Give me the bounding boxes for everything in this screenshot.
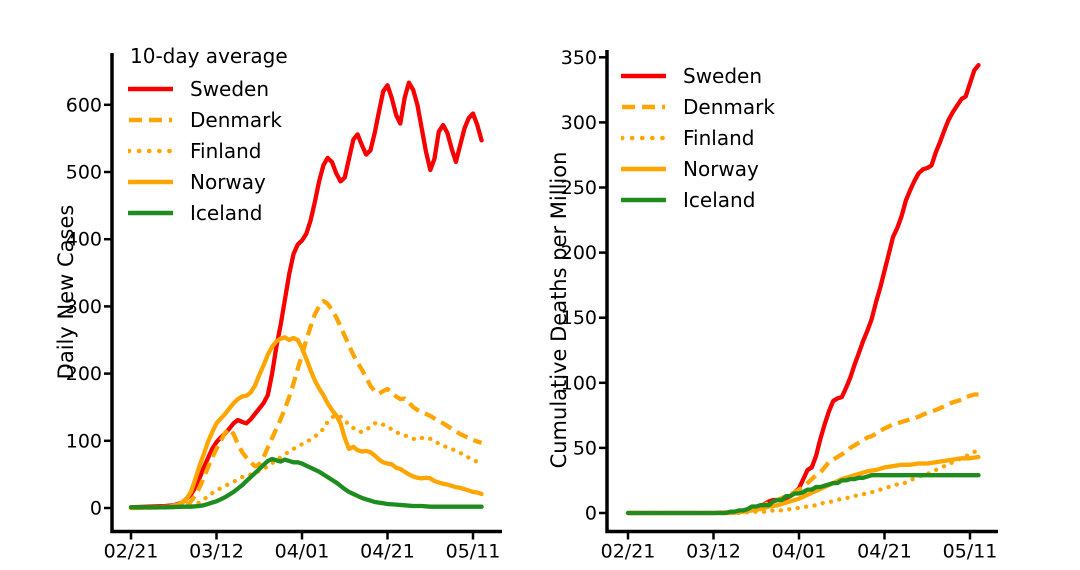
legend-swatch-solid: [621, 197, 666, 202]
legend-swatch-solid: [621, 73, 666, 78]
series-line-sweden: [128, 80, 484, 510]
legend-label: Iceland: [683, 187, 756, 212]
legend-item-norway: Norway: [128, 166, 288, 197]
legend-swatch-dotted: [621, 135, 666, 140]
x-tick-label: 04/01: [772, 541, 827, 563]
legend-title: 10-day average: [130, 44, 288, 68]
legend-label: Sweden: [190, 76, 270, 101]
x-tick-label: 03/12: [686, 541, 741, 563]
x-tick-label: 04/21: [857, 541, 912, 563]
y-tick-label: 400: [66, 229, 102, 251]
y-tick-label: 100: [66, 430, 102, 452]
series-line-finland: [625, 448, 981, 516]
legend-item-sweden: Sweden: [621, 60, 775, 91]
left-y-axis-title: Daily New Cases: [54, 204, 78, 380]
legend-swatch-solid: [128, 179, 173, 184]
legend-label: Finland: [190, 138, 262, 163]
legend-label: Norway: [683, 156, 759, 181]
legend-item-sweden: Sweden: [128, 73, 288, 104]
series-line-norway: [128, 335, 484, 511]
series-line-denmark: [130, 298, 483, 511]
y-tick-label: 350: [561, 47, 597, 69]
y-tick-label: 100: [561, 372, 597, 394]
legend-swatch-dashed: [622, 104, 665, 109]
y-tick-label: 0: [585, 503, 597, 525]
legend-swatch-dotted: [128, 148, 173, 153]
right-legend: Sweden Denmark Finland Norway Iceland: [621, 60, 775, 215]
y-tick-label: 150: [561, 307, 597, 329]
axes-spine: [605, 50, 998, 534]
legend-label: Norway: [190, 169, 266, 194]
legend-label: Iceland: [190, 200, 263, 225]
series-line-norway: [625, 454, 981, 516]
series-line-iceland: [128, 456, 484, 510]
y-tick-label: 0: [90, 498, 102, 520]
legend-label: Sweden: [683, 63, 763, 88]
x-tick-label: 02/21: [601, 541, 656, 563]
legend-item-iceland: Iceland: [128, 197, 288, 228]
series-line-finland: [128, 413, 484, 511]
legend-swatch-dashed: [129, 117, 172, 122]
legend-swatch-solid: [621, 166, 666, 171]
x-tick-label: 04/21: [360, 541, 415, 563]
legend-swatch-solid: [128, 210, 173, 215]
legend-label: Finland: [683, 125, 755, 150]
legend-item-finland: Finland: [621, 122, 775, 153]
y-tick-label: 600: [66, 94, 102, 116]
legend-item-iceland: Iceland: [621, 184, 775, 215]
x-tick-label: 03/12: [189, 541, 244, 563]
legend-label: Denmark: [683, 94, 775, 119]
legend-item-denmark: Denmark: [621, 91, 775, 122]
legend-item-finland: Finland: [128, 135, 288, 166]
y-tick-label: 250: [561, 177, 597, 199]
right-y-axis-title: Cumulative Deaths per Million: [547, 151, 571, 469]
y-tick-label: 200: [561, 242, 597, 264]
x-tick-label: 04/01: [275, 541, 330, 563]
y-tick-label: 200: [66, 363, 102, 385]
legend-item-norway: Norway: [621, 153, 775, 184]
y-tick-label: 300: [66, 296, 102, 318]
y-tick-label: 300: [561, 112, 597, 134]
x-tick-label: 05/11: [943, 541, 998, 563]
series-line-iceland: [625, 473, 981, 516]
right-legend-items: Sweden Denmark Finland Norway Iceland: [621, 60, 775, 215]
axes-spine: [110, 53, 502, 534]
left-legend: 10-day average Sweden Denmark Finland Norwa…: [128, 44, 288, 228]
x-tick-label: 05/11: [446, 541, 501, 563]
legend-item-denmark: Denmark: [128, 104, 288, 135]
legend-swatch-solid: [128, 86, 173, 91]
left-legend-items: Sweden Denmark Finland Norway Iceland: [128, 73, 288, 228]
x-tick-label: 02/21: [104, 541, 159, 563]
legend-label: Denmark: [190, 107, 282, 132]
y-tick-label: 50: [573, 437, 597, 459]
y-tick-label: 500: [66, 162, 102, 184]
